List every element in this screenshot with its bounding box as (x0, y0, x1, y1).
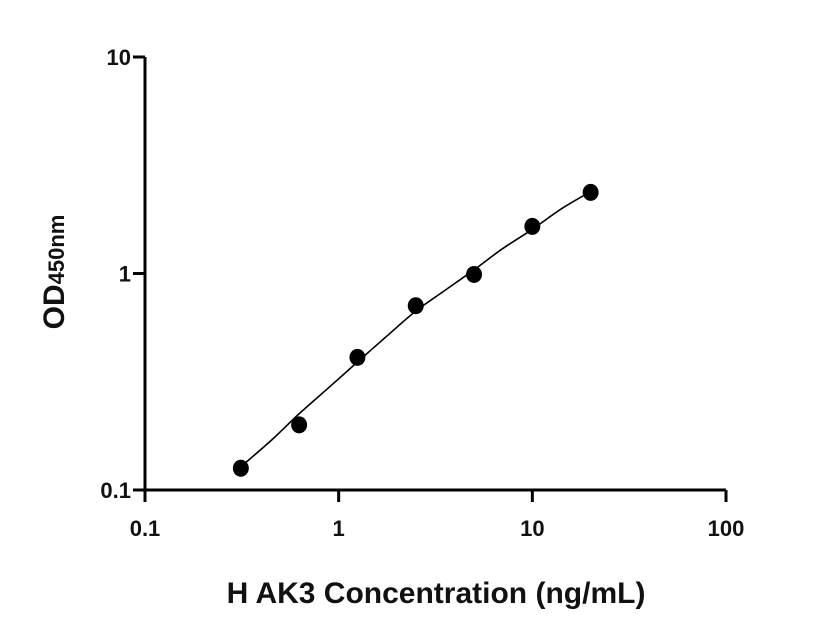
axes (133, 55, 728, 502)
x-tick-label: 0.1 (130, 516, 161, 541)
y-tick-label: 1 (119, 262, 131, 287)
data-point (232, 459, 249, 477)
x-tick-label: 1 (333, 516, 345, 541)
data-point (291, 416, 308, 434)
y-axis-title-main: OD (38, 284, 71, 329)
data-point (349, 348, 366, 366)
y-tick-label: 0.1 (100, 478, 131, 503)
data-point (466, 265, 483, 283)
data-point (524, 217, 541, 235)
y-axis-title-sub: 450nm (44, 215, 69, 285)
y-tick-label: 10 (107, 45, 131, 70)
tick-labels: 0.1 1 10 100 0.1 1 10 (100, 45, 744, 541)
data-point (582, 183, 599, 201)
x-axis-title: H AK3 Concentration (ng/mL) (227, 577, 646, 610)
x-tick-label: 10 (520, 516, 544, 541)
data-points (232, 183, 599, 477)
svg-text:OD450nm: OD450nm (38, 215, 71, 330)
data-point (407, 297, 424, 315)
y-axis-title: OD450nm (38, 215, 71, 330)
x-tick-label: 100 (708, 516, 745, 541)
